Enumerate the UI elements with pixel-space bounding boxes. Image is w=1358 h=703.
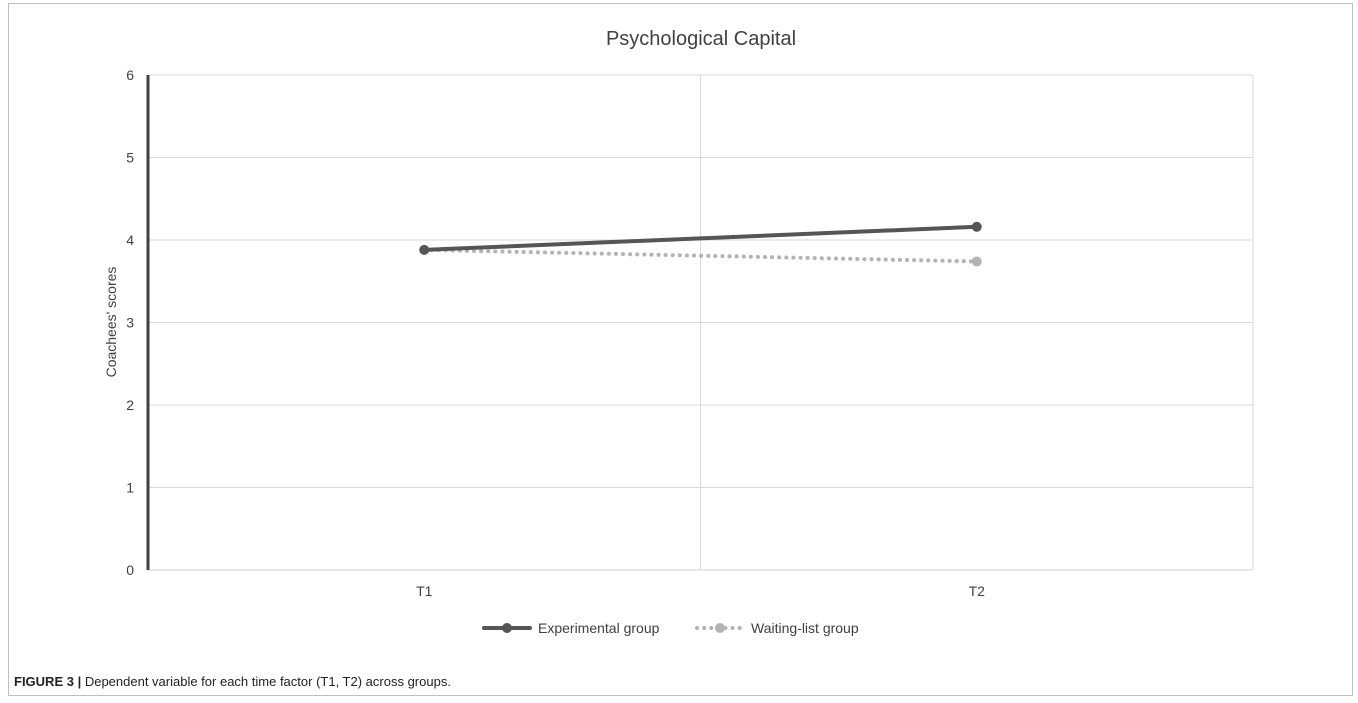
y-tick-label-5: 5 (126, 150, 134, 166)
legend-marker-experimental-group (502, 623, 512, 633)
point-experimental-group-T2 (971, 221, 982, 232)
figure-frame (8, 3, 1353, 696)
x-tick-labels: T1 T2 (416, 583, 985, 599)
y-axis-label: Coachees' scores (103, 267, 119, 378)
legend-label-experimental-group: Experimental group (538, 620, 660, 636)
series-line-experimental-group (422, 224, 979, 252)
point-waiting-list-group-T2 (971, 256, 982, 267)
y-tick-labels: 0 1 2 3 4 5 6 (126, 67, 134, 578)
caption-text: Dependent variable for each time factor … (84, 674, 451, 689)
y-tick-label-4: 4 (126, 232, 134, 248)
y-tick-label-3: 3 (126, 315, 134, 331)
figure-caption: FIGURE 3 | Dependent variable for each t… (14, 674, 451, 689)
y-tick-label-2: 2 (126, 397, 134, 413)
x-tick-label-T2: T2 (969, 583, 986, 599)
legend: Experimental group Waiting-list group (482, 620, 859, 636)
x-tick-label-T1: T1 (416, 583, 433, 599)
series-line-waiting-list-group (422, 247, 979, 264)
y-tick-label-6: 6 (126, 67, 134, 83)
point-experimental-group-T1 (419, 244, 430, 255)
y-tick-label-0: 0 (126, 562, 134, 578)
chart-title: Psychological Capital (606, 28, 796, 50)
caption-label: FIGURE 3 | (14, 674, 82, 689)
legend-marker-waiting-list-group (715, 623, 725, 633)
grid (146, 74, 1254, 571)
y-tick-label-1: 1 (126, 480, 134, 496)
series-group (419, 221, 982, 267)
legend-label-waiting-list-group: Waiting-list group (751, 620, 859, 636)
